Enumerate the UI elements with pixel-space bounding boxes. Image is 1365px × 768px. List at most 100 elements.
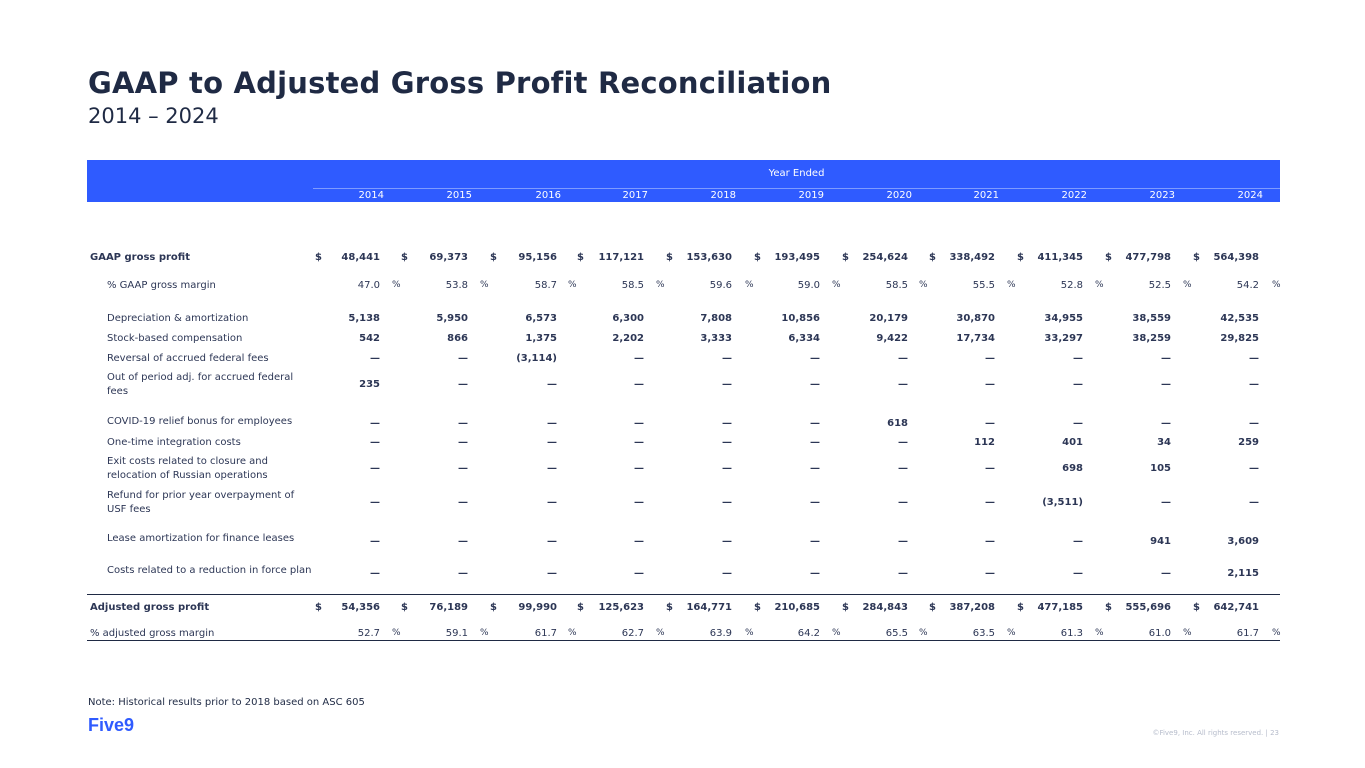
year-header-row: 2014 2015 2016 2017 2018 2019 2020 2021 2022 2023… [313,188,1280,202]
value-cell: — [458,353,468,364]
value-cell: — [898,379,908,390]
value-cell: — [1073,568,1083,579]
value-cell: 284,843 [862,602,908,613]
percent-sign: % [919,280,928,290]
dollar-sign: $ [754,252,761,263]
value-cell: 64.2 [797,628,820,639]
value-cell: 2,202 [612,333,644,344]
year-header-2021: 2021 [973,190,999,201]
year-header-2024: 2024 [1237,190,1263,201]
dollar-sign: $ [842,602,849,613]
percent-sign: % [480,280,489,290]
value-cell: 17,734 [956,333,995,344]
value-cell: 117,121 [598,252,644,263]
page-title: GAAP to Adjusted Gross Profit Reconcilia… [88,66,832,100]
value-cell: — [1249,353,1259,364]
value-cell: 59.1 [445,628,468,639]
value-cell: 564,398 [1213,252,1259,263]
row-label: % GAAP gross margin [107,280,216,291]
value-cell: 63.9 [709,628,732,639]
value-cell: 235 [359,379,380,390]
value-cell: — [985,536,995,547]
value-cell: 698 [1062,463,1083,474]
value-cell: 338,492 [949,252,995,263]
value-cell: 7,808 [700,313,732,324]
row-label: Refund for prior year overpayment of USF… [107,490,295,515]
copyright-footer: ©Five9, Inc. All rights reserved. | 23 [1152,729,1279,737]
value-cell: — [1249,497,1259,508]
year-header-2023: 2023 [1149,190,1175,201]
table-row: Out of period adj. for accrued federal f… [87,368,1280,402]
value-cell: 61.7 [1236,628,1259,639]
value-cell: — [634,418,644,429]
dollar-sign: $ [1193,602,1200,613]
value-cell: — [810,463,820,474]
dollar-sign: $ [754,602,761,613]
value-cell: 618 [887,418,908,429]
value-cell: — [370,497,380,508]
page-subtitle: 2014 – 2024 [88,104,219,128]
percent-sign: % [745,280,754,290]
table-row: Exit costs related to closure and reloca… [87,454,1280,484]
value-cell: 61.3 [1060,628,1083,639]
table-row: One-time integration costs — — — — — — — 112 401 3… [87,434,1280,452]
percent-sign: % [392,628,401,638]
percent-sign: % [1272,628,1281,638]
table-row: Lease amortization for finance leases — — —… [87,532,1280,552]
value-cell: 542 [359,333,380,344]
year-header-2016: 2016 [535,190,561,201]
value-cell: — [1073,353,1083,364]
value-cell: — [547,418,557,429]
value-cell: — [898,536,908,547]
value-cell: 259 [1238,437,1259,448]
value-cell: 58.7 [534,280,557,291]
table-row: Depreciation & amortization 5,138 5,950 6,5… [87,309,1280,329]
value-cell: 65.5 [885,628,908,639]
value-cell: 642,741 [1213,602,1259,613]
value-cell: — [458,536,468,547]
value-cell: 387,208 [949,602,995,613]
value-cell: — [634,353,644,364]
year-ended-label: Year Ended [768,168,825,179]
row-label: Stock-based compensation [107,333,243,344]
value-cell: (3,511) [1042,497,1083,508]
value-cell: — [634,379,644,390]
row-label: Reversal of accrued federal fees [107,353,269,364]
value-cell: — [547,536,557,547]
value-cell: — [370,418,380,429]
value-cell: — [985,379,995,390]
percent-sign: % [1095,280,1104,290]
value-cell: 52.5 [1148,280,1171,291]
value-cell: — [722,379,732,390]
value-cell: 401 [1062,437,1083,448]
value-cell: 62.7 [621,628,644,639]
dollar-sign: $ [666,252,673,263]
table-row: Stock-based compensation 542 866 1,375 2,202… [87,329,1280,349]
value-cell: 76,189 [429,602,468,613]
value-cell: — [1249,463,1259,474]
percent-sign: % [656,280,665,290]
percent-sign: % [1272,280,1281,290]
dollar-sign: $ [929,602,936,613]
value-cell: — [370,536,380,547]
value-cell: — [898,463,908,474]
dollar-sign: $ [401,602,408,613]
footnote: Note: Historical results prior to 2018 b… [88,697,365,708]
percent-sign: % [1007,280,1016,290]
value-cell: — [810,418,820,429]
value-cell: — [547,437,557,448]
row-label: GAAP gross profit [90,252,190,263]
dollar-sign: $ [577,602,584,613]
value-cell: 34,955 [1044,313,1083,324]
value-cell: 153,630 [686,252,732,263]
value-cell: 54.2 [1236,280,1259,291]
row-label: % adjusted gross margin [90,628,215,639]
value-cell: — [1161,418,1171,429]
year-header-2015: 2015 [446,190,472,201]
value-cell: — [810,379,820,390]
value-cell: — [985,463,995,474]
table-row: COVID-19 relief bonus for employees — — — — —… [87,415,1280,433]
dollar-sign: $ [315,252,322,263]
percent-sign: % [568,628,577,638]
dollar-sign: $ [929,252,936,263]
